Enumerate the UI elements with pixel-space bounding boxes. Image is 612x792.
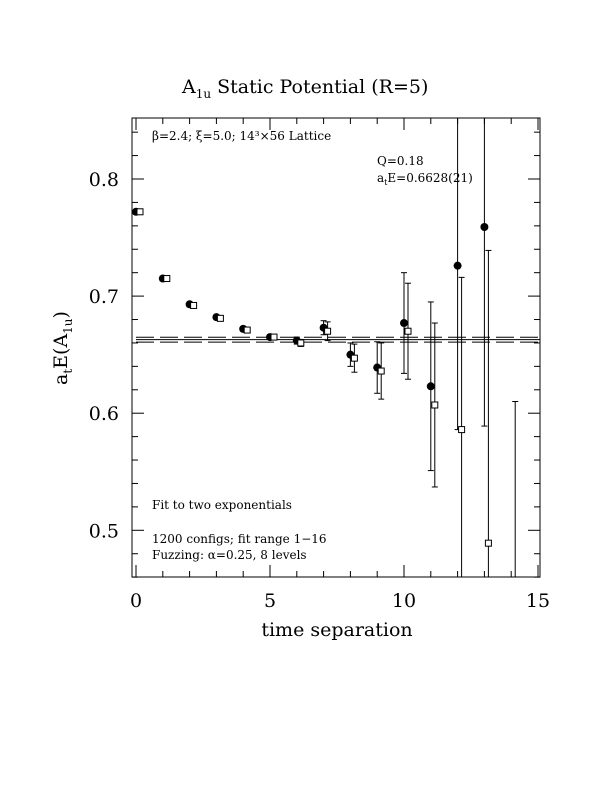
data-point-open: [163, 275, 171, 283]
ylabel-1u-sub: 1u: [61, 318, 75, 334]
data-point-open: [190, 301, 198, 309]
y-tick-label: 0.8: [89, 169, 119, 191]
fit-annotation: Fit to two exponentials: [152, 498, 292, 512]
data-point-open: [484, 539, 492, 547]
ylabel-mid: E(A: [50, 334, 72, 369]
data-point-open: [270, 333, 278, 341]
title-main: A: [181, 76, 196, 98]
data-points: [132, 118, 519, 577]
annotations: β=2.4; ξ=5.0; 14³×56 Lattice Q=0.18 atE=…: [152, 129, 473, 562]
x-tick-label: 5: [264, 590, 276, 612]
data-point-open: [216, 314, 224, 322]
data-point-open: [458, 426, 466, 434]
data-point-filled: [426, 382, 435, 391]
ylabel-t-sub: t: [61, 369, 75, 374]
data-point-open: [350, 354, 358, 362]
fuzzing-annotation: Fuzzing: α=0.25, 8 levels: [152, 548, 307, 562]
data-point-open: [404, 327, 412, 335]
lattice-annotation: β=2.4; ξ=5.0; 14³×56 Lattice: [152, 129, 331, 143]
data-point-filled: [453, 261, 462, 270]
chart-title: A1u Static Potential (R=5): [181, 76, 428, 101]
x-axis-label: time separation: [261, 619, 412, 641]
svg-text:A1u Static Potential (R=5): A1u Static Potential (R=5): [181, 76, 428, 101]
data-point-open: [136, 208, 144, 216]
configs-annotation: 1200 configs; fit range 1−16: [152, 532, 327, 546]
y-tick-label: 0.6: [89, 403, 119, 425]
ylabel-end: ): [50, 311, 72, 318]
x-tick-label: 10: [392, 590, 416, 612]
fit-band: [136, 336, 540, 343]
plot-frame: [131, 117, 541, 578]
energy-rest: E=0.6628(21): [387, 171, 472, 185]
ylabel-a: a: [50, 374, 72, 385]
data-point-open: [324, 327, 332, 335]
data-point-open: [297, 339, 305, 347]
title-subscript: 1u: [196, 87, 212, 101]
tick-labels: 0 5 10 15 0.5 0.6 0.7 0.8: [89, 169, 550, 612]
y-tick-label: 0.5: [89, 520, 119, 542]
data-point-open: [431, 401, 439, 409]
y-tick-label: 0.7: [89, 286, 119, 308]
data-point-filled: [480, 223, 489, 232]
data-point-open: [243, 326, 251, 334]
energy-annotation: atE=0.6628(21): [377, 171, 473, 187]
energy-a: a: [377, 171, 384, 185]
energy-t-sub: t: [384, 178, 388, 187]
svg-text:atE(A1u): atE(A1u): [50, 311, 75, 385]
title-rest: Static Potential (R=5): [211, 76, 428, 98]
y-axis-label: atE(A1u): [50, 311, 75, 385]
x-tick-label: 15: [526, 590, 550, 612]
axis-ticks: [132, 118, 540, 578]
data-point-open: [377, 367, 385, 375]
data-point-filled: [400, 319, 408, 328]
x-tick-label: 0: [130, 590, 142, 612]
q-annotation: Q=0.18: [377, 154, 424, 168]
